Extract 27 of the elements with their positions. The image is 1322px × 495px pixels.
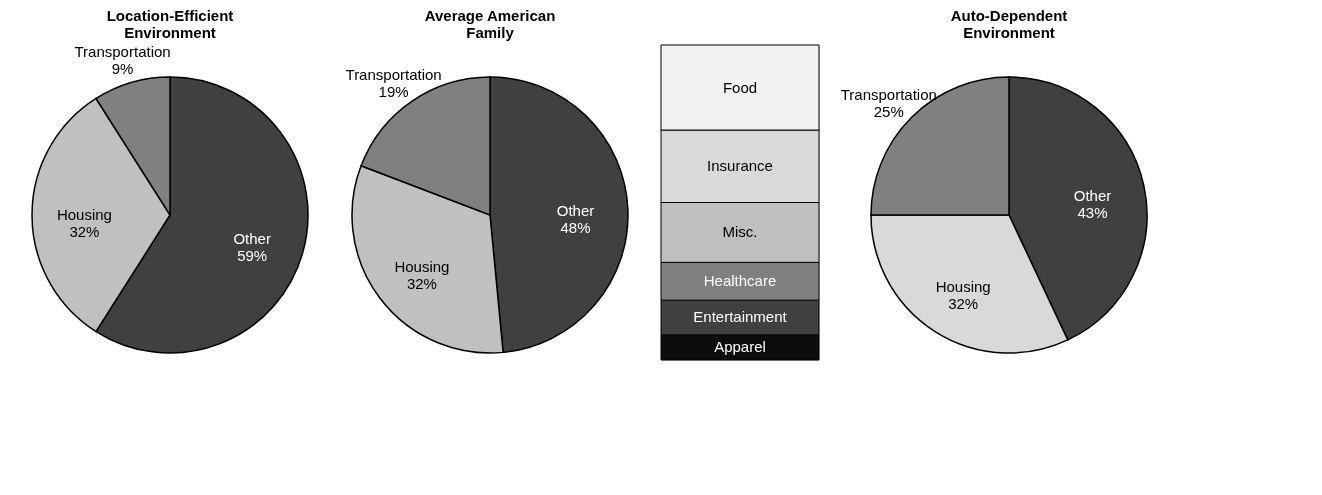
slice-label: Other bbox=[1073, 187, 1112, 205]
series-label: Misc. bbox=[722, 223, 758, 241]
slice-label: Housing bbox=[935, 278, 991, 296]
data-label: 9% bbox=[111, 59, 134, 77]
series-label: Healthcare bbox=[703, 272, 777, 290]
chart-title: Auto-Dependent Environment bbox=[950, 7, 1068, 41]
data-label: 43% bbox=[1077, 204, 1108, 222]
series-label: Entertainment bbox=[693, 308, 788, 326]
data-label: 48% bbox=[560, 218, 591, 236]
data-label: 19% bbox=[378, 82, 409, 100]
data-label: 32% bbox=[948, 295, 979, 313]
slice-label: Housing bbox=[394, 257, 450, 275]
chart-title: Location-Efficient Environment bbox=[106, 6, 234, 41]
slice-label: Transportation bbox=[74, 42, 171, 60]
chart-title: Average American Family bbox=[424, 7, 556, 41]
slice-label: Transportation bbox=[840, 85, 937, 103]
series-label: Food bbox=[722, 78, 758, 96]
data-label: 32% bbox=[69, 223, 100, 240]
series-label: Insurance bbox=[707, 157, 773, 175]
data-label: 25% bbox=[873, 102, 904, 120]
slice-label: Other bbox=[556, 201, 595, 219]
data-label: 59% bbox=[237, 246, 268, 264]
data-label: 32% bbox=[406, 274, 437, 292]
slice-label: Transportation bbox=[345, 65, 442, 83]
slice-label: Housing bbox=[56, 206, 112, 223]
series-label: Apparel bbox=[714, 338, 766, 356]
slice-label: Other bbox=[233, 229, 271, 247]
